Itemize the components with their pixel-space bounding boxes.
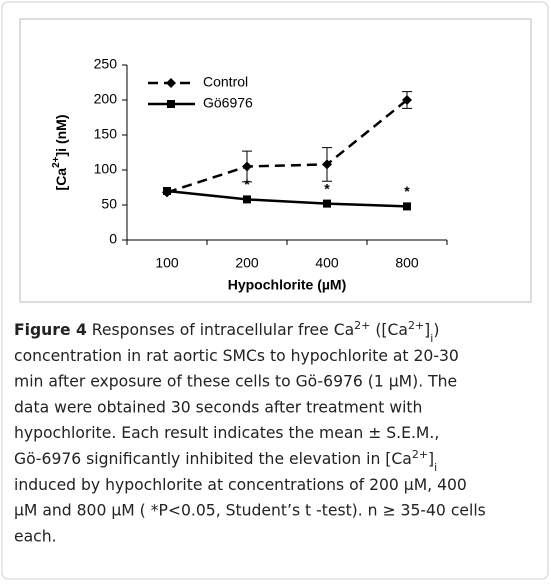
y-tick-label: 0 [109, 231, 117, 247]
text-run: ([Ca [370, 321, 408, 339]
data-point [402, 95, 412, 105]
text-run: each. [14, 527, 57, 545]
x-tick-label: 100 [155, 255, 179, 271]
text-run: concentration in rat aortic SMCs to hypo… [14, 347, 459, 365]
caption-line: Gö-6976 significantly inhibited the elev… [14, 448, 437, 474]
text-run: Gö-6976 significantly inhibited the elev… [14, 450, 412, 468]
annotation: * [244, 176, 250, 192]
text-run: ]i (nM) [53, 115, 69, 157]
y-tick-label: 250 [94, 56, 118, 72]
caption-line: data were obtained 30 seconds after trea… [14, 398, 422, 416]
text-run: i [434, 461, 437, 474]
data-point [403, 202, 411, 211]
series-line [166, 189, 408, 208]
text-run: Responses of intracellular free Ca [87, 321, 354, 339]
text-run: ) [433, 321, 439, 339]
text-run: induced by hypochlorite at concentration… [14, 476, 467, 494]
data-point [243, 195, 251, 204]
legend-marker [166, 78, 176, 88]
y-tick-label: 50 [101, 196, 117, 212]
y-tick-label: 150 [94, 126, 118, 142]
caption-line: induced by hypochlorite at concentration… [14, 476, 467, 494]
legend-label: Control [203, 74, 248, 90]
text-run: i [430, 332, 433, 345]
x-tick-label: 800 [395, 255, 419, 271]
annotation: * [404, 183, 410, 199]
caption-line: min after exposure of these cells to Gö-… [14, 373, 457, 391]
x-tick-label: 400 [315, 255, 339, 271]
text-run: Figure 4 [14, 321, 87, 339]
annotation: * [324, 180, 330, 196]
text-run: ] [424, 321, 430, 339]
caption-line: hypochlorite. Each result indicates the … [14, 424, 439, 442]
legend-label: Gö6976 [203, 95, 253, 111]
x-axis-label: Hypochlorite (µM) [228, 277, 347, 293]
x-tick-label: 200 [235, 255, 259, 271]
text-run: min after exposure of these cells to Gö-… [14, 373, 457, 391]
caption-line: each. [14, 527, 57, 545]
series-line [166, 99, 408, 194]
chart-frame [19, 18, 532, 303]
text-run: µM and 800 µM ( *P<0.05, Student’s t -te… [14, 502, 486, 520]
y-axis-label: [Ca2+]i (nM) [51, 115, 69, 191]
data-point [322, 159, 332, 170]
text-run: 2+ [408, 319, 424, 332]
y-tick-label: 100 [94, 161, 118, 177]
data-point [323, 199, 331, 208]
text-run: [Ca [53, 168, 69, 191]
text-run: ] [428, 450, 434, 468]
data-point [163, 187, 171, 195]
y-tick-label: 200 [94, 91, 118, 107]
text-run: 2+ [354, 319, 370, 332]
legend-marker [167, 100, 175, 108]
text-run: 2+ [51, 156, 62, 168]
caption-line: Figure 4 Responses of intracellular free… [14, 319, 439, 345]
caption-line: µM and 800 µM ( *P<0.05, Student’s t -te… [14, 502, 486, 520]
data-point [242, 161, 252, 172]
caption-line: concentration in rat aortic SMCs to hypo… [14, 347, 459, 365]
text-run: hypochlorite. Each result indicates the … [14, 424, 439, 442]
text-run: 2+ [412, 448, 428, 461]
text-run: data were obtained 30 seconds after trea… [14, 398, 422, 416]
